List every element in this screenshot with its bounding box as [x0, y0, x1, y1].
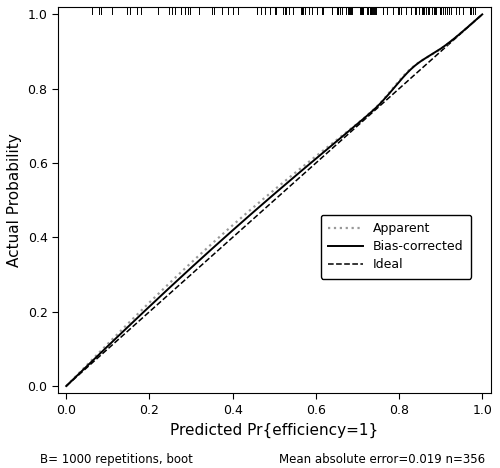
- Legend: Apparent, Bias-corrected, Ideal: Apparent, Bias-corrected, Ideal: [320, 215, 472, 278]
- Bias-corrected: [341, 132, 347, 138]
- Apparent: [308, 157, 314, 162]
- Bias-corrected: [308, 160, 314, 165]
- Line: Bias-corrected: Bias-corrected: [66, 15, 482, 386]
- Bias-corrected: [170, 282, 176, 287]
- Bias-corrected: [63, 383, 69, 389]
- Text: Mean absolute error=0.019 n=356: Mean absolute error=0.019 n=356: [279, 453, 485, 466]
- Apparent: [170, 277, 176, 282]
- Y-axis label: Actual Probability: Actual Probability: [7, 133, 22, 267]
- Apparent: [376, 101, 382, 107]
- Apparent: [137, 309, 143, 314]
- Line: Apparent: Apparent: [66, 15, 482, 386]
- Bias-corrected: [479, 12, 485, 17]
- Bias-corrected: [376, 102, 382, 107]
- Bias-corrected: [252, 208, 258, 214]
- X-axis label: Predicted Pr{efficiency=1}: Predicted Pr{efficiency=1}: [170, 423, 378, 438]
- Text: B= 1000 repetitions, boot: B= 1000 repetitions, boot: [40, 453, 193, 466]
- Apparent: [341, 132, 347, 137]
- Bias-corrected: [137, 313, 143, 318]
- Apparent: [63, 383, 69, 389]
- Apparent: [252, 204, 258, 209]
- Apparent: [479, 12, 485, 17]
